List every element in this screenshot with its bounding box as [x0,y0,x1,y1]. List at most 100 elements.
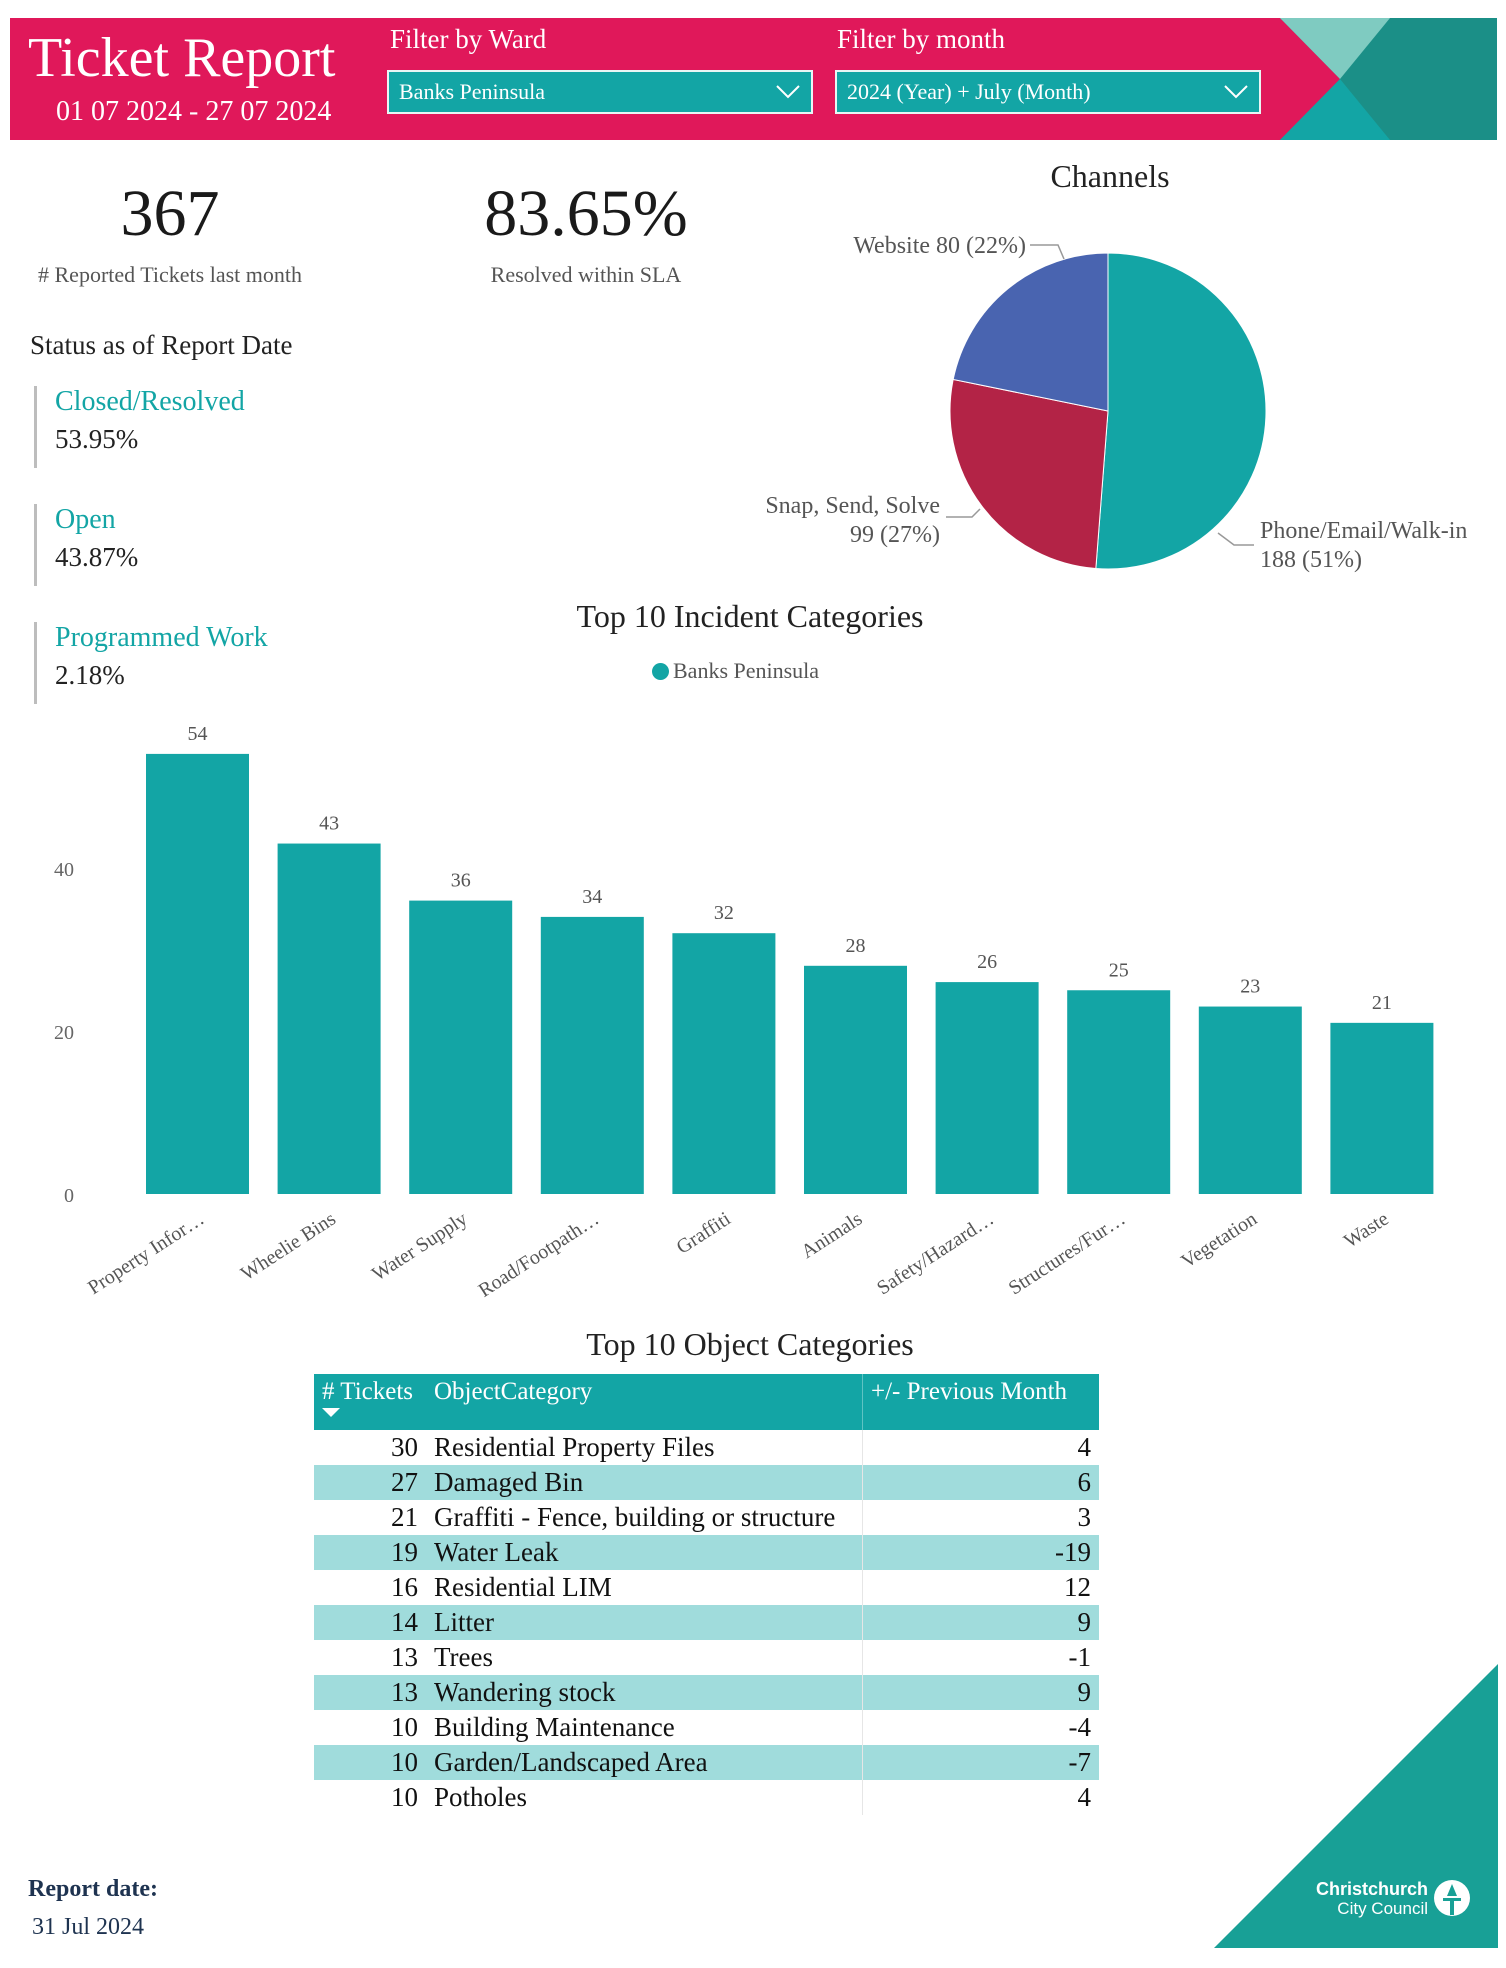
ticket-count-cell: 30 [391,1432,418,1462]
change-cell: -19 [862,1535,1099,1570]
bar[interactable] [1198,1006,1302,1194]
incident-chart-title: Top 10 Incident Categories [576,598,924,634]
table-row[interactable]: 27 Damaged Bin 6 [314,1465,1099,1500]
bar[interactable] [146,753,249,1194]
change-cell: 9 [862,1605,1099,1640]
report-header: Ticket Report 01 07 2024 - 27 07 2024 Fi… [10,18,1497,140]
pie-label-sss-value: 99 (27%) [850,522,940,548]
bar[interactable] [1330,1022,1434,1194]
status-title: Status as of Report Date [30,330,293,360]
x-tick-label: Vegetation [1177,1208,1261,1273]
x-tick-label: Graffiti [673,1208,735,1259]
col-category-header[interactable]: ObjectCategory [426,1374,863,1430]
ticket-count-cell: 21 [391,1502,418,1532]
ticket-count-cell: 16 [391,1572,418,1602]
x-tick-label: Waste [1340,1208,1393,1253]
pie-slice[interactable] [952,252,1109,412]
x-tick-label: Animals [797,1208,866,1263]
table-row[interactable]: 10 Potholes 4 [314,1780,1099,1815]
bar-value-label: 43 [319,813,339,835]
report-title: Ticket Report [28,27,336,89]
status-label: Closed/Resolved [55,386,245,417]
table-row[interactable]: 14 Litter 9 [314,1605,1099,1640]
table-row[interactable]: 21 Graffiti - Fence, building or structur… [314,1500,1099,1535]
ticket-count-cell: 14 [314,1605,426,1640]
channels-pie-chart: Website 80 (22%) Snap, Send, Solve 99 (2… [765,233,1467,573]
bar-value-label: 36 [451,870,471,892]
ticket-count-cell: 10 [391,1712,418,1742]
table-row[interactable]: 19 Water Leak -19 [314,1535,1099,1570]
table-row[interactable]: 16 Residential LIM 12 [314,1570,1099,1605]
status-label: Programmed Work [55,622,268,653]
status-value: 43.87% [55,542,139,572]
bar[interactable] [1067,990,1171,1194]
ticket-count-cell: 19 [314,1535,426,1570]
col-change-header[interactable]: +/- Previous Month [862,1374,1099,1430]
bar[interactable] [277,843,381,1194]
change-cell: -4 [1068,1712,1092,1742]
col-tickets-label: # Tickets [322,1378,414,1405]
ward-filter-dropdown[interactable]: Banks Peninsula [387,70,813,114]
table-row[interactable]: 13 Wandering stock 9 [314,1675,1099,1710]
x-tick-label: Road/Footpath… [475,1208,603,1302]
chevron-down-icon [776,85,800,99]
category-cell: Water Leak [426,1535,863,1570]
bar[interactable] [935,982,1039,1194]
bar-value-label: 28 [846,935,866,957]
bar[interactable] [804,965,907,1194]
month-filter-dropdown[interactable]: 2024 (Year) + July (Month) [835,70,1261,114]
bar-legend: Banks Peninsula [652,658,819,684]
object-categories-table: # Tickets ObjectCategory +/- Previous Mo… [314,1374,1099,1815]
bar[interactable] [672,933,776,1194]
change-cell: 3 [1077,1502,1092,1532]
bar[interactable] [409,900,513,1194]
month-filter-label: Filter by month [837,24,1005,54]
x-tick-label: Wheelie Bins [237,1208,340,1286]
status-programmed: Programmed Work 2.18% [34,622,268,704]
change-cell: 12 [1064,1572,1091,1602]
ward-filter-label: Filter by Ward [390,24,547,54]
bar-value-label: 25 [1109,959,1129,981]
pie-label-sss-name: Snap, Send, Solve [765,493,940,519]
category-cell: Graffiti - Fence, building or structure [426,1500,863,1535]
table-row[interactable]: 10 Garden/Landscaped Area -7 [314,1745,1099,1780]
bar-value-label: 26 [977,951,997,973]
legend-dot-icon [652,662,669,680]
x-tick-label: Property Infor… [84,1208,208,1299]
table-row[interactable]: 30 Residential Property Files 4 [314,1430,1099,1465]
incident-bar-chart: 0 20 40 54 Property Infor… 43 Wheelie Bins 36 Wa… [54,723,1434,1302]
category-cell: Wandering stock [426,1675,863,1710]
legend-label: Banks Peninsula [673,658,820,683]
bar-value-label: 54 [188,723,208,745]
category-cell: Residential LIM [426,1570,863,1605]
ticket-count-cell: 27 [314,1465,426,1500]
logo-line2: City Council [1337,1899,1428,1918]
ticket-count-cell: 10 [391,1782,418,1812]
report-date-label: Report date: [28,1876,158,1902]
table-row[interactable]: 13 Trees -1 [314,1640,1099,1675]
footer-decoration [1214,1664,1498,1948]
bar-value-label: 32 [714,902,734,924]
change-cell: -1 [1068,1642,1092,1672]
status-label: Open [55,504,116,535]
table-row[interactable]: 10 Building Maintenance -4 [314,1710,1099,1745]
pie-label-website: Website 80 (22%) [853,233,1026,259]
pie-slice[interactable] [1095,252,1267,570]
change-cell: 9 [862,1675,1099,1710]
category-cell: Litter [426,1605,863,1640]
ticket-count-cell: 13 [391,1642,418,1672]
change-cell: 4 [1077,1432,1092,1462]
category-cell: Trees [426,1640,863,1675]
cathedral-logo-icon [1434,1880,1470,1916]
y-tick-label: 40 [54,859,74,881]
category-cell: Residential Property Files [426,1430,863,1465]
change-cell: -7 [862,1745,1099,1780]
pie-slice[interactable] [949,378,1109,570]
object-table-title: Top 10 Object Categories [586,1326,914,1362]
bar-value-label: 34 [582,886,602,908]
report-date-value: 31 Jul 2024 [32,1914,145,1940]
col-tickets-header[interactable]: # Tickets [314,1374,426,1430]
ticket-count-cell: 13 [314,1675,426,1710]
bar[interactable] [540,916,644,1194]
y-tick-label: 20 [54,1022,74,1044]
